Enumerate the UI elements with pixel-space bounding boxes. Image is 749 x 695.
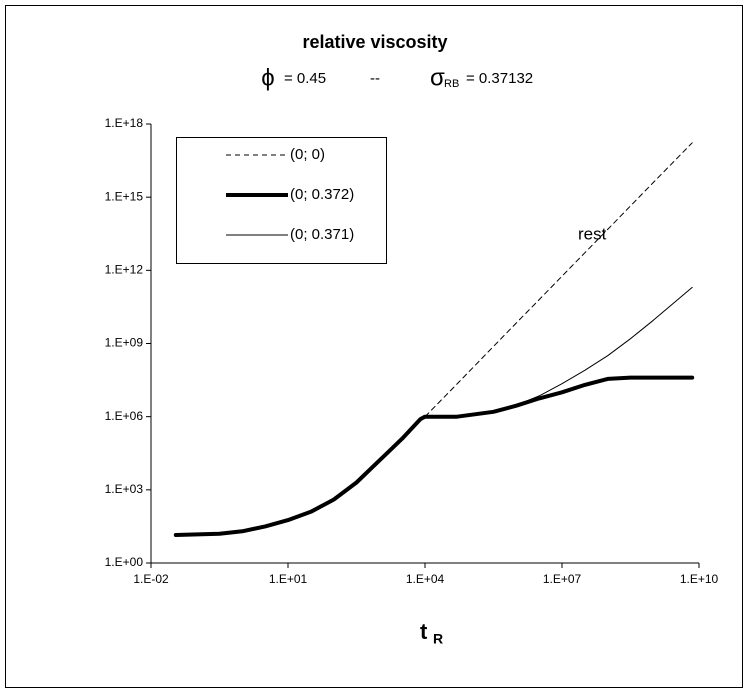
y-tick-label: 1.E+03 (105, 482, 144, 496)
legend-label: (0; 0.371) (290, 226, 354, 243)
x-tick-label: 1.E+07 (543, 572, 582, 586)
legend-box (176, 137, 387, 264)
subtitle-subscript: RB (444, 78, 459, 90)
y-tick-label: 1.E+00 (105, 555, 144, 569)
subtitle-symbol: σ (430, 64, 445, 91)
x-tick-label: 1.E-02 (133, 572, 169, 586)
x-tick-label: 1.E+01 (269, 572, 308, 586)
y-tick-label: 1.E+15 (105, 189, 144, 203)
subtitle-separator: -- (370, 70, 380, 87)
series-line (173, 375, 695, 537)
legend-label: (0; 0) (290, 146, 325, 163)
y-tick-label: 1.E+12 (105, 263, 144, 277)
chart-title: relative viscosity (302, 32, 447, 52)
x-axis-label-subscript: R (433, 631, 443, 647)
legend-label: (0; 0.372) (290, 186, 354, 203)
x-tick-label: 1.E+04 (406, 572, 445, 586)
x-axis-label: t (420, 619, 428, 644)
x-tick-label: 1.E+10 (680, 572, 719, 586)
y-tick-label: 1.E+18 (105, 116, 144, 130)
y-tick-label: 1.E+06 (105, 409, 144, 423)
subtitle-symbol: ϕ (261, 64, 274, 91)
annotation: rest (578, 224, 607, 243)
y-tick-label: 1.E+09 (105, 336, 144, 350)
subtitle-value: = 0.37132 (466, 70, 533, 87)
subtitle-value: = 0.45 (284, 70, 326, 87)
